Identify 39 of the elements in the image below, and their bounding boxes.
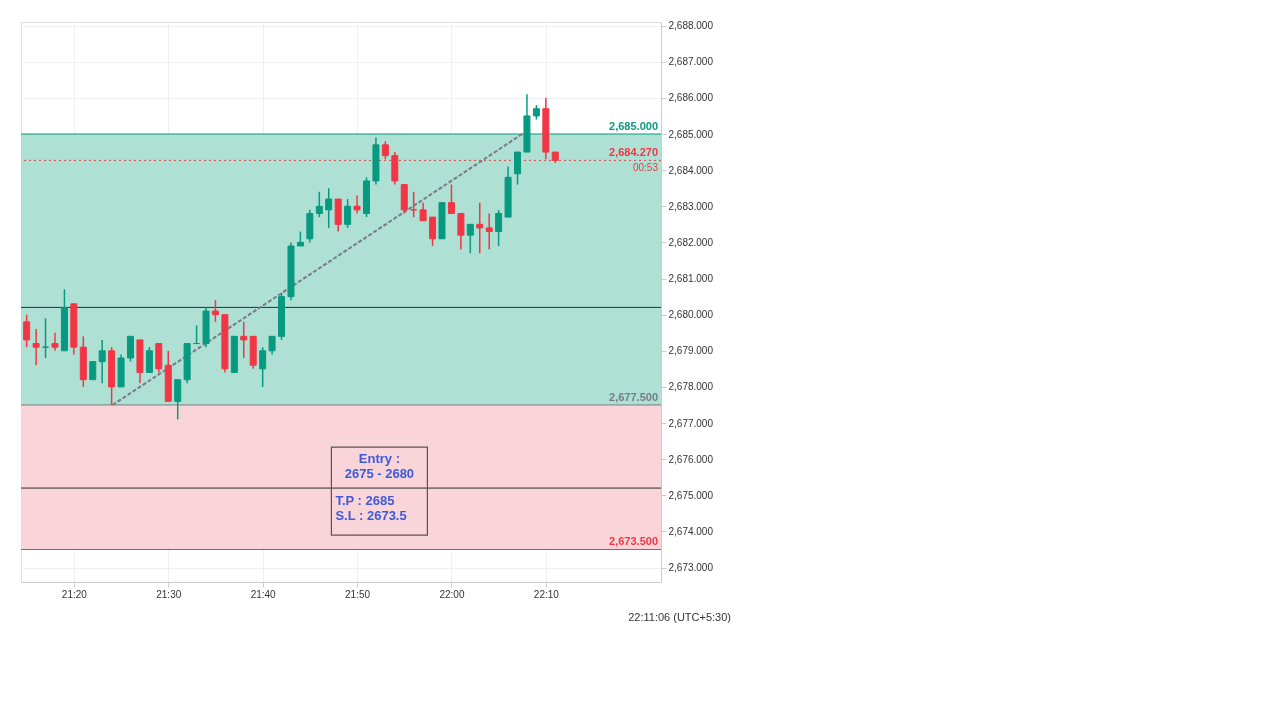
- x-tick-label: 21:40: [250, 588, 277, 600]
- y-tick-label: 2,688.000: [668, 20, 714, 32]
- ref-line-label: 2,684.270: [609, 146, 658, 159]
- y-tick-label: 2,676.000: [668, 453, 714, 465]
- candlestick: [353, 194, 361, 215]
- x-tick-label: 22:00: [439, 588, 465, 600]
- candlestick: [211, 299, 219, 323]
- candlestick: [325, 187, 333, 229]
- annotation: 2675 - 2680: [344, 466, 415, 482]
- y-tick-label: 2,673.000: [668, 562, 714, 574]
- candlestick: [23, 313, 31, 348]
- ref-line-label: 2,677.500: [609, 390, 658, 403]
- candlestick: [51, 331, 59, 352]
- ref-line-label: 2,685.000: [609, 120, 658, 132]
- x-tick-label: 21:30: [156, 588, 182, 600]
- y-tick-label: 2,674.000: [668, 525, 714, 537]
- y-tick-label: 2,684.000: [668, 164, 714, 176]
- ref-line-label: 2,673.500: [609, 535, 658, 548]
- candlestick: [117, 353, 125, 388]
- text: 22:11:06 (UTC+5:30): [628, 611, 731, 623]
- annotation: S.L : 2673.5: [335, 508, 407, 524]
- y-tick-label: 2,685.000: [668, 128, 714, 140]
- y-tick-label: 2,679.000: [668, 345, 714, 357]
- y-tick-label: 2,675.000: [668, 489, 714, 501]
- y-tick-label: 2,681.000: [668, 273, 714, 285]
- x-tick-label: 21:50: [345, 588, 371, 600]
- y-tick-label: 2,686.000: [668, 92, 714, 104]
- annotation: T.P : 2685: [335, 493, 395, 509]
- x-tick-label: 22:10: [533, 588, 560, 600]
- y-tick-label: 2,680.000: [668, 309, 714, 321]
- y-tick-label: 2,677.000: [668, 417, 714, 429]
- y-tick-label: 2,687.000: [668, 56, 714, 68]
- annotation: Entry :: [358, 451, 400, 467]
- annotation: 00:53: [632, 162, 659, 174]
- y-tick-label: 2,683.000: [668, 200, 714, 212]
- y-tick-label: 2,678.000: [668, 381, 714, 393]
- candlestick: [32, 328, 40, 366]
- x-tick-label: 21:20: [61, 588, 88, 600]
- y-tick-label: 2,682.000: [668, 236, 714, 248]
